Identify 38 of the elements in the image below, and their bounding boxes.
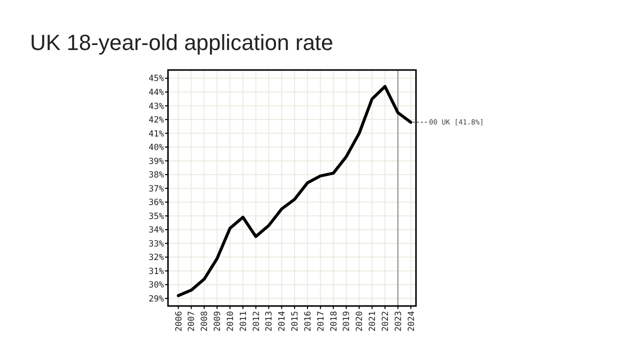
y-tick-label: 42% xyxy=(148,116,164,126)
x-tick-label: 2021 xyxy=(368,311,378,332)
y-tick-label: 33% xyxy=(148,239,164,250)
y-tick-label: 31% xyxy=(148,266,164,277)
y-tick-label: 29% xyxy=(148,294,164,304)
y-tick-label: 35% xyxy=(148,212,164,222)
x-tick-label: 2013 xyxy=(264,311,275,332)
x-tick-label: 2014 xyxy=(278,311,288,332)
x-tick-label: 2010 xyxy=(226,311,236,332)
y-tick-label: 32% xyxy=(148,253,164,264)
x-tick-label: 2007 xyxy=(187,311,198,332)
x-tick-label: 2008 xyxy=(200,311,210,332)
x-tick-label: 2018 xyxy=(329,311,340,332)
line-series xyxy=(176,85,412,298)
y-tick-label: 40% xyxy=(148,143,164,154)
y-tick-label: 37% xyxy=(148,184,164,194)
y-tick-label: 38% xyxy=(148,170,164,181)
x-tick-label: 2019 xyxy=(342,311,352,332)
y-tick-label: 43% xyxy=(148,102,164,112)
x-tick-label: 2020 xyxy=(355,311,366,332)
y-tick-label: 39% xyxy=(148,156,164,167)
x-tick-label: 2016 xyxy=(303,311,314,332)
y-tick-label: 34% xyxy=(148,226,164,236)
chart-title: UK 18-year-old application rate xyxy=(30,30,334,55)
x-tick-label: 2017 xyxy=(316,311,326,332)
x-tick-label: 2009 xyxy=(213,311,224,332)
y-tick-label: 41% xyxy=(148,129,164,140)
x-tick-label: 2012 xyxy=(252,311,262,332)
x-tick-label: 2024 xyxy=(406,311,417,332)
y-tick-label: 30% xyxy=(148,280,164,291)
y-tick-label: 45% xyxy=(148,74,164,84)
x-tick-label: 2022 xyxy=(380,311,391,332)
x-tick-label: 2011 xyxy=(238,311,249,332)
x-tick-label: 2015 xyxy=(290,311,301,332)
y-tick-label: 44% xyxy=(148,88,164,98)
y-tick-label: 36% xyxy=(148,198,164,208)
x-tick-label: 2023 xyxy=(394,311,404,332)
x-tick-label: 2006 xyxy=(174,311,184,332)
